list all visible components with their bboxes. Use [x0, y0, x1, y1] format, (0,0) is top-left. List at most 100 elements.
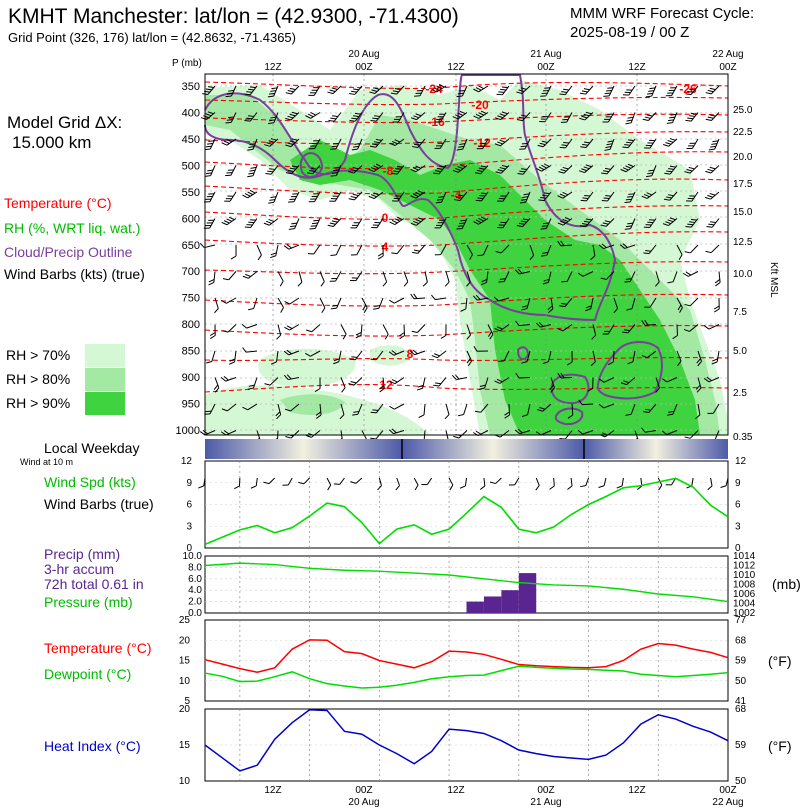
wind-barb: [587, 377, 594, 392]
wind-barb: [204, 138, 216, 151]
temperature-label: Temperature (°C): [44, 640, 152, 656]
wind-barb: [537, 138, 552, 148]
wind-barb: [477, 244, 489, 257]
wind-barb: [487, 324, 494, 340]
wind-barb: [433, 165, 447, 175]
pressure-unit-label: (mb): [772, 576, 801, 592]
wind-barb: [549, 377, 555, 393]
wind-barb: [686, 138, 699, 149]
wind-barb: [411, 324, 426, 333]
wind-height-label: Wind at 10 m: [20, 457, 73, 467]
wind-barb: [225, 112, 237, 124]
wind-tick-label-right: 0: [735, 543, 741, 554]
wind-barb: [682, 271, 699, 277]
wind-barb: [662, 217, 678, 227]
wind-barb: [521, 350, 531, 364]
wind-tick-label-right: 6: [735, 500, 741, 511]
wind-barb: [622, 85, 636, 96]
top-tick-label: 00Z: [355, 62, 372, 73]
wind-barb: [707, 403, 720, 414]
wind-barb: [498, 350, 510, 362]
wind-barb: [663, 138, 678, 147]
forecast-cycle-label: MMM WRF Forecast Cycle:: [570, 5, 754, 22]
wind-barb: [433, 377, 447, 387]
pressure-tick-label: 700: [182, 266, 200, 278]
wind-barb: [579, 85, 594, 95]
wind-barb: [641, 319, 657, 326]
wind-barb: [434, 244, 447, 256]
bottom-tick-label: 12Z: [447, 785, 464, 796]
day-band: [205, 439, 402, 459]
wind-barb: [448, 477, 454, 491]
wind-barb: [389, 138, 405, 146]
pressure-tick-label: 1000: [176, 425, 200, 437]
wind-barb: [560, 112, 573, 123]
temp-tick-label: 10: [179, 676, 191, 687]
wind-barb: [434, 218, 447, 229]
wind-barb: [459, 477, 467, 489]
wind-barb: [655, 377, 660, 393]
legend-rh: RH (%, WRT liq. wat.): [4, 220, 140, 236]
precip-tick-label: 4.0: [188, 585, 202, 596]
wind-barb: [566, 350, 573, 366]
wind-barb: [230, 244, 237, 260]
wind-barb: [516, 112, 531, 122]
wind-barb: [319, 271, 325, 287]
wind-barb: [315, 403, 322, 419]
wind-barb: [665, 85, 678, 97]
wind-barb: [646, 165, 657, 178]
wind-barb: [516, 218, 531, 228]
fahrenheit-unit-label: (°F): [768, 653, 791, 669]
accum-label: 3-hr accum: [44, 561, 114, 577]
wind-barb: [622, 324, 636, 334]
precip-bar: [466, 601, 484, 613]
wind-barb: [389, 216, 405, 225]
wind-barb: [474, 165, 489, 175]
wind-barb: [284, 324, 300, 331]
wind-barb: [410, 293, 426, 300]
pressure-tick-label: 350: [182, 81, 200, 93]
wind-barb: [504, 403, 511, 419]
wind-barb: [602, 324, 615, 335]
wind-barb: [557, 372, 573, 379]
height-tick-label: 0.35: [733, 432, 753, 443]
wind-barb: [435, 191, 447, 204]
wind-barb: [479, 477, 486, 490]
dewpoint-series: [204, 665, 729, 689]
wind-barb: [643, 244, 657, 255]
wind-barb: [516, 85, 531, 95]
wind-barb: [198, 477, 206, 489]
wind-barb: [330, 297, 342, 310]
wind-barb: [247, 165, 258, 178]
wind-barb: [328, 112, 342, 122]
wind-barb: [497, 191, 510, 202]
wind-barb: [706, 218, 720, 228]
pressure-tick-label: 1002: [733, 608, 756, 619]
wind-barb: [220, 376, 237, 382]
wind-barb: [456, 138, 468, 151]
grid-point-subtitle: Grid Point (326, 176) lat/lon = (42.8632…: [8, 30, 296, 45]
wind-barb: [305, 112, 321, 119]
sidebar-legend: Model Grid ΔX: 15.000 km Temperature (°C…: [4, 113, 801, 754]
model-grid-value: 15.000 km: [12, 133, 91, 152]
wind-barb: [559, 297, 573, 308]
top-tick-label: 21 Aug: [530, 49, 561, 60]
time-gridlines: [272, 74, 638, 435]
pressure-tick-label: 650: [182, 240, 200, 252]
wind-barb: [208, 271, 216, 286]
wind-speed-label: Wind Spd (kts): [44, 474, 136, 490]
top-tick-label: 22 Aug: [712, 49, 743, 60]
temperature-contour: [204, 261, 729, 275]
top-tick-label: 00Z: [719, 62, 736, 73]
precip-tick-label: 6.0: [188, 574, 202, 585]
wind-barb: [229, 350, 237, 365]
wind-barb: [452, 110, 468, 120]
wind-barb: [416, 377, 426, 391]
temp-tick-label-f: 59: [735, 656, 747, 667]
wind-barb: [276, 324, 282, 340]
heat-tick-label: 20: [179, 704, 191, 715]
wind-barb: [705, 244, 720, 254]
wind-barb: [714, 271, 721, 287]
wind-barb: [567, 477, 573, 490]
wind-barb: [664, 165, 678, 175]
